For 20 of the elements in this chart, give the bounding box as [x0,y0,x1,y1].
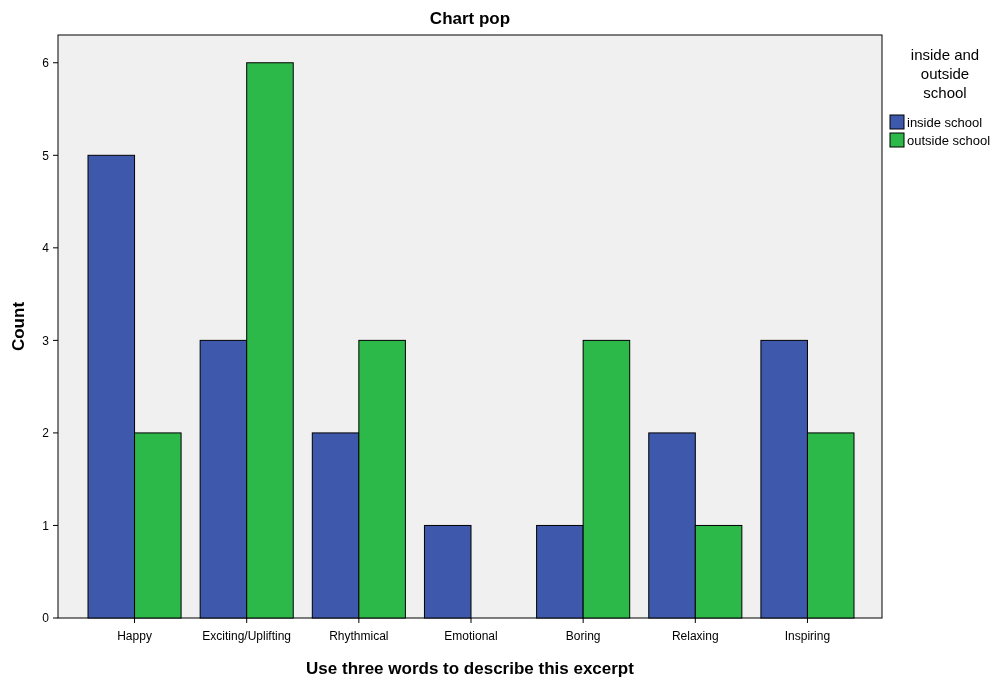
y-tick-label: 0 [42,611,50,626]
y-axis-title: Count [9,301,28,352]
legend-title: inside and outside school [910,46,980,101]
y-tick-label: 3 [42,333,50,348]
chart-title: Chart pop [429,9,511,28]
x-tick-label: Happy [117,629,152,643]
legend-label: inside school [907,115,983,130]
x-tick-label: Boring [565,629,601,643]
x-tick-label: Rhythmical [329,629,389,643]
x-tick-label: Relaxing [671,629,719,643]
legend-label: outside school [907,133,991,148]
x-tick-label: Inspiring [784,629,831,643]
y-tick-label: 1 [42,518,50,533]
y-tick-label: 5 [42,148,50,163]
y-tick-label: 6 [42,55,50,70]
y-tick-label: 2 [42,426,50,441]
x-tick-label: Emotional [444,629,498,643]
x-tick-label: Exciting/Uplifting [202,629,292,643]
x-axis-title: Use three words to describe this excerpt [306,659,635,678]
y-tick-label: 4 [42,241,50,256]
